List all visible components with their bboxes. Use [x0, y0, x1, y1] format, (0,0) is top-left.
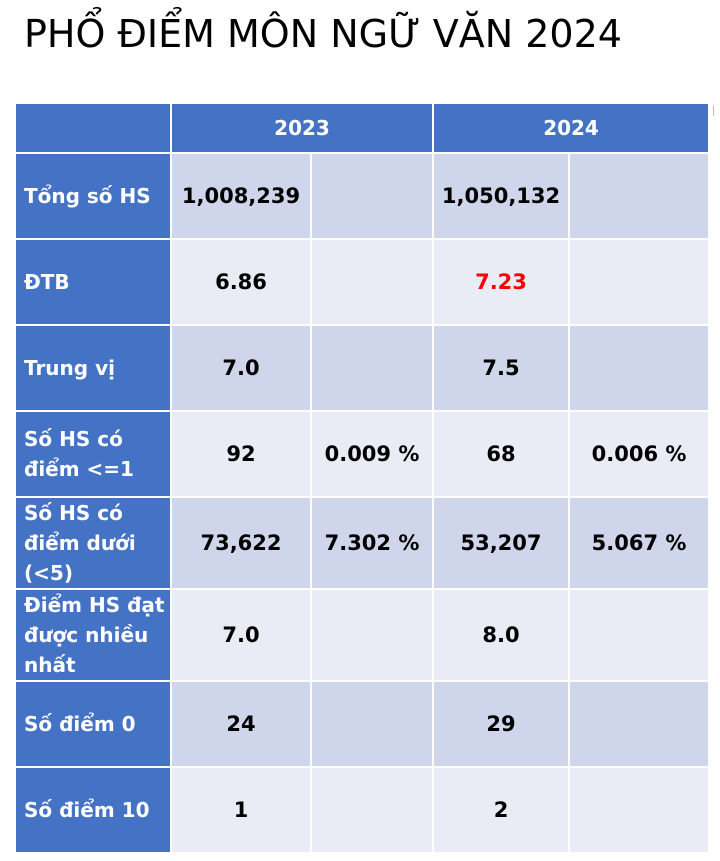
table-row-most-common-score: Điểm HS đạt được nhiều nhất 7.0 8.0: [14, 588, 711, 682]
cell-2023-value: 92: [170, 410, 312, 498]
table-header-row: 2023 2024: [14, 102, 711, 154]
cell-2023-percent: [309, 680, 435, 768]
cell-2023-percent: [309, 152, 435, 240]
cell-2024-value: 53,207: [432, 496, 571, 590]
cell-2024-value: 2: [432, 766, 571, 854]
cell-2023-value: 1: [170, 766, 312, 854]
header-corner-cell: [14, 102, 172, 154]
cell-2023-value: 1,008,239: [170, 152, 312, 240]
cell-2023-percent: 7.302 %: [309, 496, 435, 590]
table-row-score-0: Số điểm 0 24 29: [14, 680, 711, 768]
page-title: PHỔ ĐIỂM MÔN NGỮ VĂN 2024: [24, 12, 622, 56]
row-label: Số HS có điểm <=1: [14, 410, 172, 498]
cell-2023-percent: [309, 588, 435, 682]
table-row-score-below-5: Số HS có điểm dưới (<5) 73,622 7.302 % 5…: [14, 496, 711, 590]
cell-2024-percent: [568, 238, 711, 326]
cell-2023-percent: [309, 766, 435, 854]
row-label: Số điểm 0: [14, 680, 172, 768]
cell-2023-value: 7.0: [170, 324, 312, 412]
cell-2023-percent: 0.009 %: [309, 410, 435, 498]
score-table: 2023 2024 Tổng số HS 1,008,239 1,050,132…: [14, 102, 711, 854]
row-label: ĐTB: [14, 238, 172, 326]
cell-2024-value: 68: [432, 410, 571, 498]
table-row-median: Trung vị 7.0 7.5: [14, 324, 711, 412]
cell-2024-value: 29: [432, 680, 571, 768]
table-row-average: ĐTB 6.86 7.23: [14, 238, 711, 326]
cell-2024-percent: [568, 152, 711, 240]
cell-2024-value: 8.0: [432, 588, 571, 682]
table-row-score-10: Số điểm 10 1 2: [14, 766, 711, 854]
cell-2024-percent: [568, 588, 711, 682]
cell-2023-percent: [309, 238, 435, 326]
row-label: Số điểm 10: [14, 766, 172, 854]
cell-2024-percent: 5.067 %: [568, 496, 711, 590]
cell-2023-value: 6.86: [170, 238, 312, 326]
table-row-score-le-1: Số HS có điểm <=1 92 0.009 % 68 0.006 %: [14, 410, 711, 498]
cell-2024-percent: [568, 324, 711, 412]
row-label: Tổng số HS: [14, 152, 172, 240]
cell-2024-value: 1,050,132: [432, 152, 571, 240]
cell-2023-value: 7.0: [170, 588, 312, 682]
cell-2024-percent: 0.006 %: [568, 410, 711, 498]
row-label: Trung vị: [14, 324, 172, 412]
cell-2024-value: 7.5: [432, 324, 571, 412]
cell-2024-percent: [568, 680, 711, 768]
row-label: Số HS có điểm dưới (<5): [14, 496, 172, 590]
cell-2024-value-highlight: 7.23: [432, 238, 571, 326]
header-year-2023: 2023: [169, 102, 435, 154]
cell-2023-percent: [309, 324, 435, 412]
table-row-total-students: Tổng số HS 1,008,239 1,050,132: [14, 152, 711, 240]
score-table-container: 2023 2024 Tổng số HS 1,008,239 1,050,132…: [14, 102, 711, 854]
edge-divider: [713, 106, 720, 116]
header-year-2024: 2024: [432, 102, 711, 154]
cell-2024-percent: [568, 766, 711, 854]
cell-2023-value: 73,622: [170, 496, 312, 590]
cell-2023-value: 24: [170, 680, 312, 768]
row-label: Điểm HS đạt được nhiều nhất: [14, 588, 172, 682]
